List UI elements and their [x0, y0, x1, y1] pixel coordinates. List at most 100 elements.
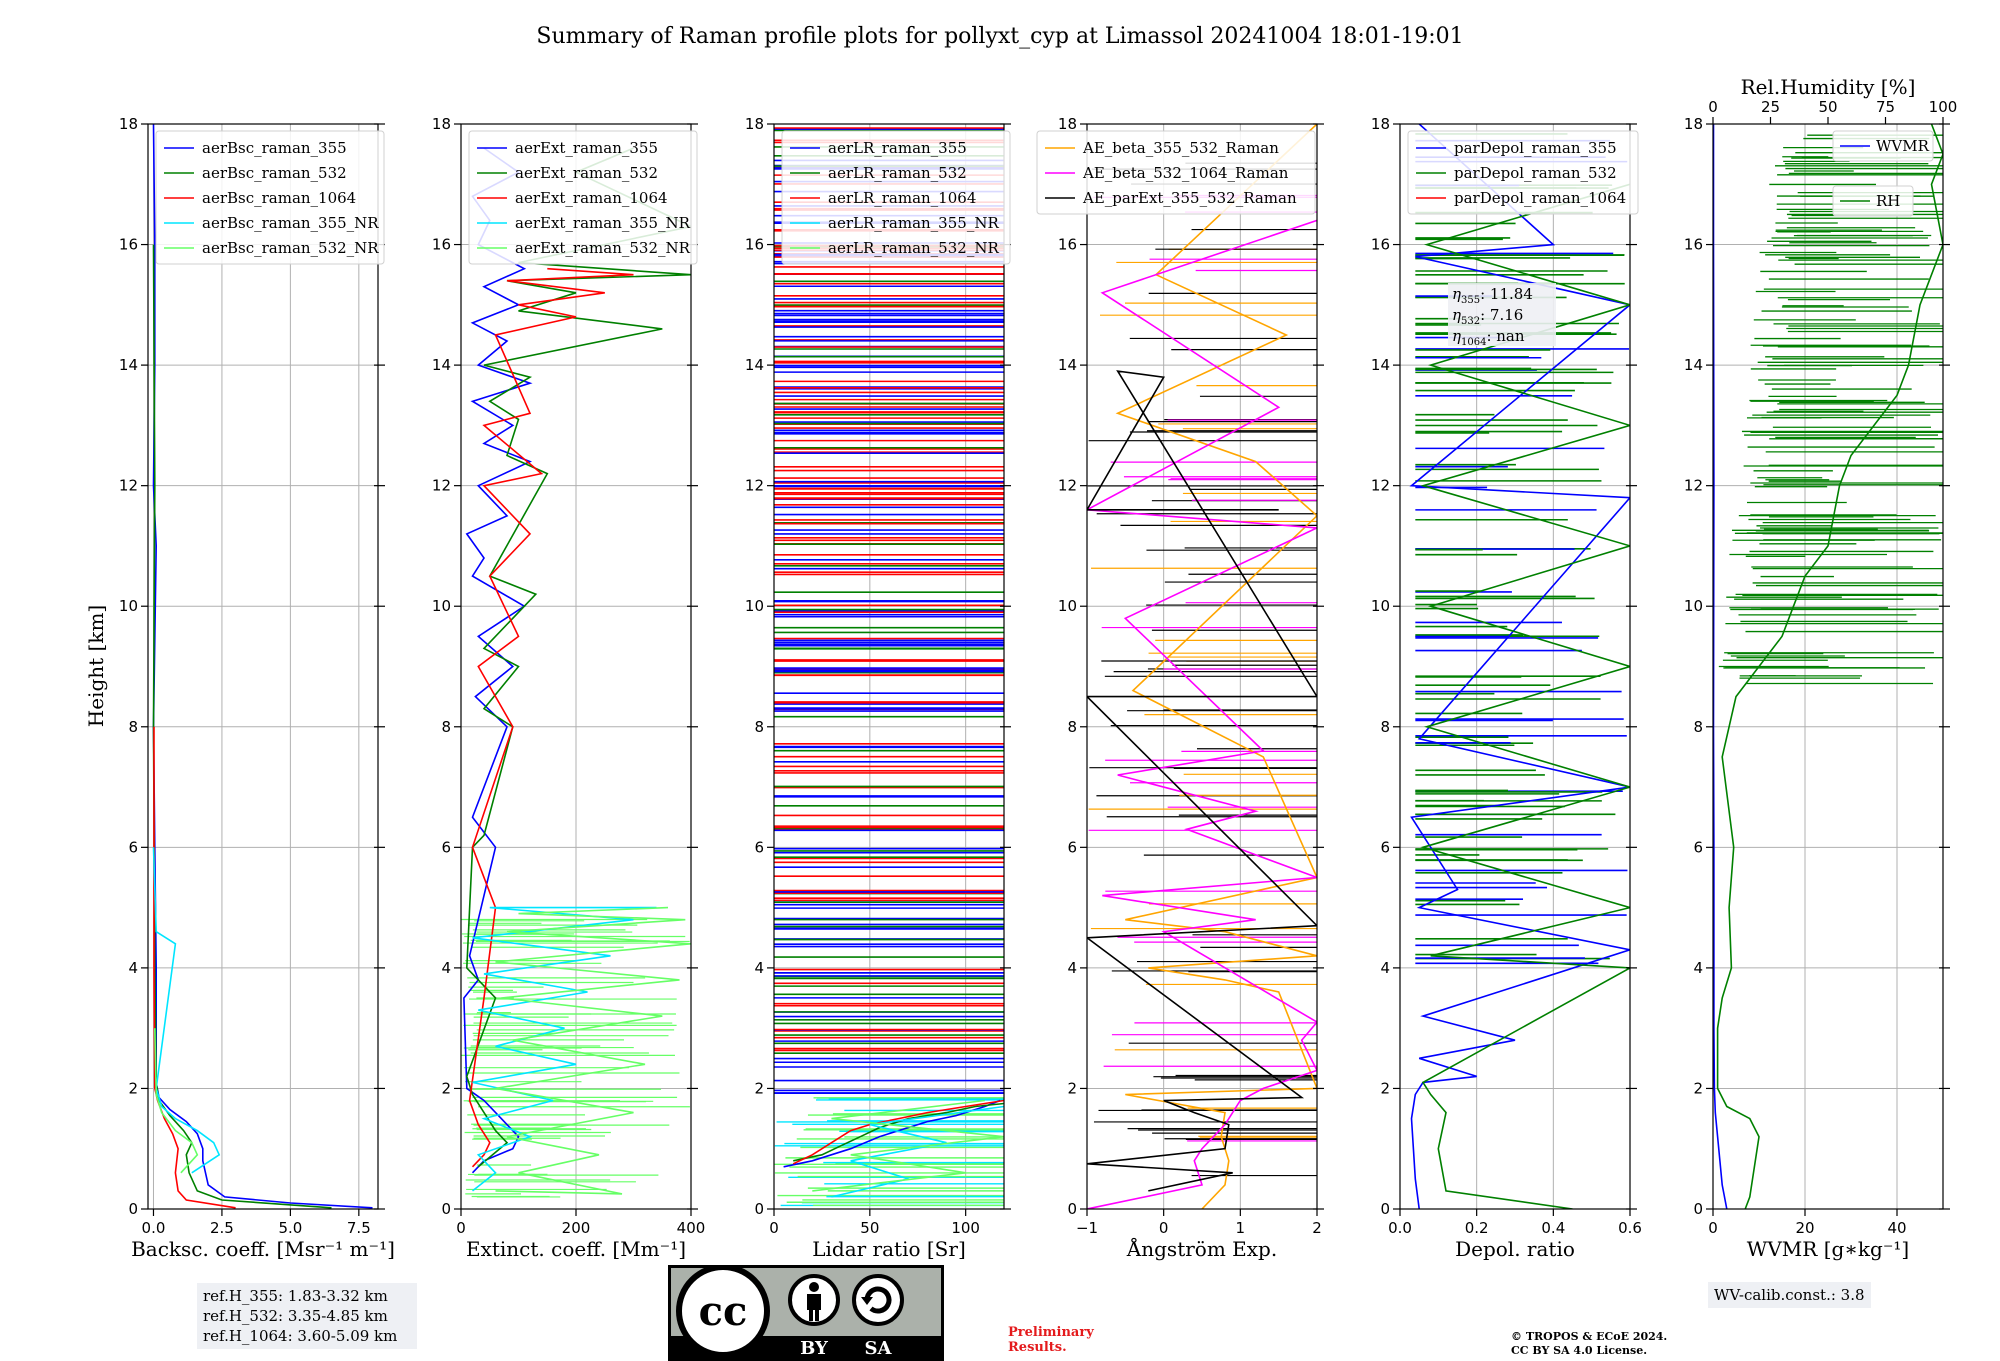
legend-label: aerLR_raman_355 — [828, 139, 967, 157]
series-parDepol_raman_355 — [1409, 124, 1630, 1209]
series-aerBsc_raman_532_NR — [154, 1028, 199, 1174]
panel-6-ytick-label: 16 — [1684, 236, 1703, 254]
legend-panel-3: aerLR_raman_355 aerLR_raman_532 aerLR_rama… — [781, 130, 1011, 265]
reference-height-box: ref.H_355: 1.83-3.32 km ref.H_532: 3.35-… — [197, 1283, 417, 1349]
legend-label: parDepol_raman_1064 — [1454, 189, 1626, 207]
eta-box — [1448, 283, 1556, 346]
panel-1-ytick-label: 8 — [128, 718, 138, 736]
legend-label: aerBsc_raman_532_NR — [202, 239, 379, 257]
legend-label: aerLR_raman_532 — [828, 164, 967, 182]
panel-5-ytick-label: 14 — [1371, 356, 1390, 374]
panel-1-ytick-label: 0 — [128, 1200, 138, 1218]
panel-2-xlabel: Extinct. coeff. [Mm⁻¹] — [466, 1237, 686, 1261]
panel-3-xlabel: Lidar ratio [Sr] — [812, 1237, 966, 1261]
panel-5-ytick-label: 4 — [1380, 959, 1390, 977]
panel-6-xtick-label: 0 — [1708, 1219, 1718, 1237]
panel-1-xtick-label: 2.5 — [210, 1219, 234, 1237]
panel-4-ytick-label: 4 — [1067, 959, 1077, 977]
panel-6-ytick-label: 0 — [1693, 1200, 1703, 1218]
panel-1-xtick-label: 7.5 — [347, 1219, 371, 1237]
cc-logo-cc: cc — [699, 1288, 748, 1335]
legend-label: aerExt_raman_355_NR — [515, 214, 691, 232]
panel-3: 0 50 100 0 2 4 6 8 10 12 14 16 18 Lidar ratio [Sr] aer… — [745, 115, 1011, 1261]
panel-5-xtick-label: 0.4 — [1541, 1219, 1565, 1237]
panel-3-ytick-label: 16 — [745, 236, 764, 254]
panel-6-ytick-label: 12 — [1684, 477, 1703, 495]
panel-6-ytick-label: 10 — [1684, 597, 1703, 615]
legend-box — [155, 130, 385, 265]
legend-label: aerLR_raman_1064 — [828, 189, 976, 207]
panel-2-ytick-label: 2 — [441, 1079, 451, 1097]
eta-532: η532: 7.16 — [1452, 306, 1523, 327]
panel-4-ytick-label: 16 — [1058, 236, 1077, 254]
legend-label: aerBsc_raman_532 — [202, 164, 347, 182]
panel-3-ytick-label: 6 — [754, 838, 764, 856]
legend-label: aerExt_raman_532 — [515, 164, 658, 182]
series-aerBsc_raman_1064 — [153, 726, 236, 1209]
panel-4-ytick-label: 8 — [1067, 718, 1077, 736]
legend-panel-2: aerExt_raman_355 aerExt_raman_532 aerExt_r… — [468, 130, 698, 265]
series-AE_parExt_355_532_Raman — [1087, 370, 1317, 1192]
panel-6-top-label: Rel.Humidity [%] — [1741, 75, 1916, 99]
legend-label: AE_beta_532_1064_Raman — [1082, 164, 1289, 182]
panel-1-ytick-label: 6 — [128, 838, 138, 856]
panel-4-ytick-label: 6 — [1067, 838, 1077, 856]
legend-label: parDepol_raman_355 — [1454, 139, 1617, 157]
panel-1-frame — [147, 123, 379, 1210]
panel-1-ytick-label: 2 — [128, 1079, 138, 1097]
series-aerExt_raman_1064 — [468, 267, 634, 1168]
panel-5-xtick-label: 0.2 — [1465, 1219, 1489, 1237]
legend-label: aerBsc_raman_1064 — [202, 189, 356, 207]
panel-6-ytick-label: 14 — [1684, 356, 1703, 374]
preliminary-notice: Preliminary Results. — [1008, 1325, 1094, 1355]
panel-1-ytick-label: 10 — [119, 597, 138, 615]
ref-height-355: ref.H_355: 1.83-3.32 km — [203, 1287, 388, 1305]
panel-3-xtick-label: 100 — [951, 1219, 980, 1237]
series-parDepol_raman_532 — [1420, 183, 1630, 1209]
panel-2-ytick-label: 14 — [432, 356, 451, 374]
legend-box — [781, 130, 1011, 265]
panel-5-xtick-label: 0.0 — [1388, 1219, 1412, 1237]
panel-6-ytick-label: 6 — [1693, 838, 1703, 856]
legend-label: parDepol_raman_532 — [1454, 164, 1617, 182]
panel-5-xtick-label: 0.6 — [1618, 1219, 1642, 1237]
panel-4-ytick-label: 2 — [1067, 1079, 1077, 1097]
panel-3-ytick-label: 0 — [754, 1200, 764, 1218]
cc-by-sa-logo: cc BY SA — [668, 1265, 944, 1361]
cc-logo-by: BY — [800, 1338, 829, 1359]
panel-2-ytick-label: 6 — [441, 838, 451, 856]
panel-6-ytick-label: 18 — [1684, 115, 1703, 133]
series-RH — [1716, 124, 1943, 1209]
panel-3-frame — [773, 123, 1005, 1210]
panel-4-plot-area — [1087, 124, 1317, 1209]
panel-2-ytick-label: 0 — [441, 1200, 451, 1218]
panel-5-ytick-label: 2 — [1380, 1079, 1390, 1097]
panel-6-top-tick-label: 100 — [1929, 98, 1958, 116]
eta-1064: η1064: nan — [1452, 327, 1525, 348]
legend-label: aerExt_raman_1064 — [515, 189, 668, 207]
panel-6-ytick-label: 2 — [1693, 1079, 1703, 1097]
panel-1-xlabel: Backsc. coeff. [Msr⁻¹ m⁻¹] — [131, 1237, 395, 1261]
panel-4-xtick-label: 1 — [1236, 1219, 1246, 1237]
panel-2-xtick-label: 200 — [562, 1219, 591, 1237]
panel-2-plot-area — [461, 147, 691, 1198]
panel-4-ytick-label: 0 — [1067, 1200, 1077, 1218]
copyright-notice: © TROPOS & ECoE 2024. CC BY SA 4.0 Licen… — [1511, 1330, 1667, 1358]
series-aerExt_raman_355 — [463, 147, 533, 1174]
wv-calibration-text: WV-calib.const.: 3.8 — [1714, 1286, 1865, 1304]
panel-4-xlabel: Ångström Exp. — [1126, 1236, 1277, 1261]
panel-1-xtick-label: 0.0 — [142, 1219, 166, 1237]
panel-5-ytick-label: 8 — [1380, 718, 1390, 736]
panel-6-xtick-label: 20 — [1795, 1219, 1814, 1237]
preliminary-line-1: Preliminary — [1008, 1325, 1094, 1340]
panel-2-ytick-label: 18 — [432, 115, 451, 133]
panel-2-xtick-label: 400 — [677, 1219, 706, 1237]
legend-rh: RH — [1832, 185, 1914, 217]
legend-panel-4: AE_beta_355_532_Raman AE_beta_532_1064_Ra… — [1036, 130, 1316, 215]
series-WVMR — [1713, 124, 1728, 1209]
panel-5-ytick-label: 12 — [1371, 477, 1390, 495]
figure-title: Summary of Raman profile plots for polly… — [536, 24, 1463, 49]
panel-4-xtick-label: −1 — [1076, 1219, 1098, 1237]
